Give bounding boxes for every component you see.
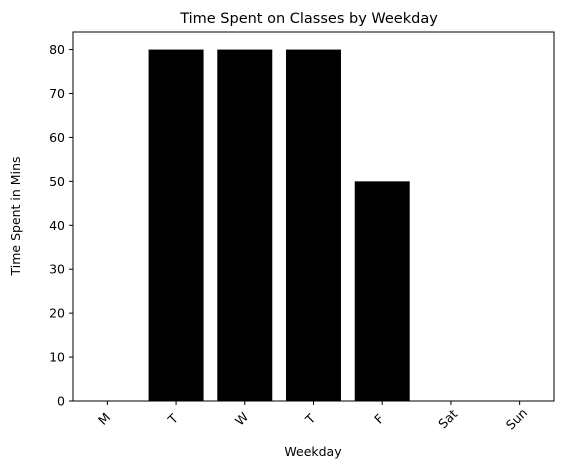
x-axis-label: Weekday	[284, 444, 342, 459]
y-axis-ticks: 0 10 20 30 40 50 60 70 80	[49, 42, 73, 409]
x-tick-label: Sun	[503, 405, 530, 432]
bar-2	[148, 49, 204, 401]
x-tick-label: T	[164, 411, 181, 428]
x-tick-label: M	[95, 410, 113, 428]
bar-3	[217, 49, 273, 401]
plot-frame	[72, 31, 555, 402]
y-axis-label: Time Spent in Mins	[8, 157, 23, 277]
x-axis-ticks: M T W T F Sat Sun	[95, 401, 530, 433]
y-tick-label: 50	[49, 174, 65, 189]
x-tick-label: F	[371, 411, 387, 427]
y-tick-label: 40	[49, 218, 65, 233]
y-tick-label: 20	[49, 306, 65, 321]
x-tick-label: Sat	[435, 406, 460, 431]
y-tick-label: 0	[57, 394, 65, 409]
x-tick-label: T	[302, 411, 319, 428]
y-tick-label: 70	[49, 86, 65, 101]
y-tick-label: 60	[49, 130, 65, 145]
bar-4	[286, 49, 341, 401]
y-tick-label: 80	[49, 42, 65, 57]
y-tick-label: 10	[49, 350, 65, 365]
x-tick-label: W	[232, 409, 251, 428]
bar-5	[354, 181, 410, 401]
chart-title: Time Spent on Classes by Weekday	[179, 11, 438, 27]
bars-group	[148, 49, 410, 401]
y-tick-label: 30	[49, 262, 65, 277]
